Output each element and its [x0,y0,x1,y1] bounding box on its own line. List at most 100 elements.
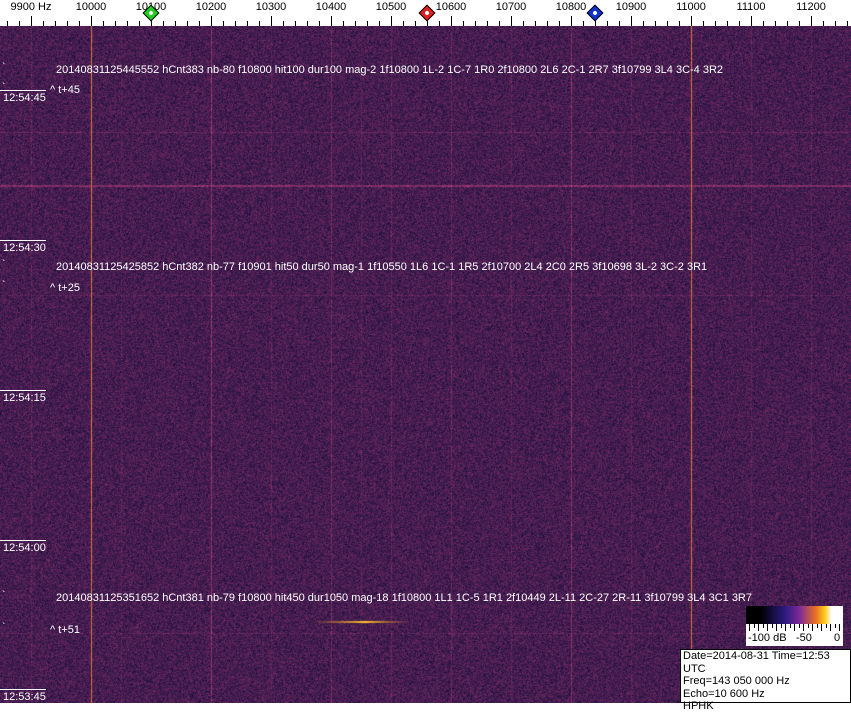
freq-tick [139,21,140,26]
colorbar-tick [821,624,822,631]
colorbar-tick [830,624,831,631]
blue-frequency-marker-icon[interactable] [586,4,604,22]
colorbar-tick [758,624,759,631]
freq-tick [103,21,104,26]
freq-tick [343,21,344,26]
freq-tick [283,21,284,26]
freq-tick [427,21,428,26]
freq-tick [91,16,92,26]
colorbar-tick [825,624,827,628]
colorbar-tick [753,624,755,628]
freq-tick [751,16,752,26]
freq-tick [127,21,128,26]
colorbar-tick [767,624,768,631]
freq-tick-label: 11000 [676,1,706,13]
freq-tick-label: 11100 [736,1,766,13]
freq-tick [319,21,320,26]
freq-tick [475,21,476,26]
freq-tick [595,21,596,26]
freq-tick [19,21,20,26]
colorbar-tick [807,624,809,628]
freq-tick [379,21,380,26]
freq-tick [367,21,368,26]
freq-tick [31,16,32,26]
waterfall-spectrogram[interactable] [0,26,851,703]
freq-tick-label: 10900 [615,1,647,13]
colorbar-tick [839,624,840,631]
freq-tick [115,21,116,26]
freq-tick [811,16,812,26]
colorbar-tick [749,624,750,631]
color-gradient [746,606,843,624]
freq-tick [415,21,416,26]
freq-tick-label: 10300 [255,1,287,13]
freq-tick-label: 10200 [195,1,227,13]
freq-tick [67,21,68,26]
freq-tick [631,16,632,26]
freq-tick [655,21,656,26]
freq-tick [511,16,512,26]
freq-tick [199,21,200,26]
freq-tick [571,16,572,26]
freq-tick [355,21,356,26]
frequency-scale: 9900 Hz 10000101001020010300104001050010… [0,0,851,26]
color-scale-ticks [746,624,843,632]
frequency: Freq=143 050 000 Hz [683,675,790,687]
colorbar-label: -100 dB [748,632,787,644]
freq-tick [151,16,152,26]
freq-tick [187,21,188,26]
freq-tick [499,21,500,26]
freq-tick [559,21,560,26]
time-label: 12:54:45 [0,90,46,104]
freq-tick [391,16,392,26]
freq-tick [835,21,836,26]
freq-tick [7,21,8,26]
freq-tick [223,21,224,26]
colorbar-tick [816,624,818,628]
freq-tick [679,21,680,26]
freq-tick [667,21,668,26]
colorbar-tick [780,624,782,628]
freq-tick-label: 10400 [315,1,347,13]
freq-tick-label: 10700 [495,1,527,13]
detection-offset: ^ t+25 [50,282,80,294]
colorbar-label: 0 [834,632,841,644]
detection-offset: ^ t+45 [50,84,80,96]
freq-tick [439,21,440,26]
color-scale-legend: -100 dB -50 0 [746,606,843,646]
freq-tick [775,21,776,26]
freq-tick [259,21,260,26]
freq-tick-label: 10800 [555,1,587,13]
time-label: 12:54:30 [0,240,46,254]
freq-tick [703,21,704,26]
freq-tick-label: 10000 [75,1,107,13]
freq-tick [535,21,536,26]
freq-tick [43,21,44,26]
freq-tick [547,21,548,26]
freq-tick [211,16,212,26]
freq-tick [235,21,236,26]
freq-tick [163,21,164,26]
freq-tick [79,21,80,26]
echo-frequency: Echo=10 600 Hz [683,687,765,700]
freq-tick [715,21,716,26]
freq-tick [763,21,764,26]
colorbar-tick [776,624,777,631]
freq-tick [607,21,608,26]
detection-text: 20140831125425852 hCnt382 nb-77 f10901 h… [56,261,708,273]
freq-tick [463,21,464,26]
freq-tick [523,21,524,26]
station-id: HPHK [683,700,714,712]
freq-tick [331,16,332,26]
freq-tick [271,16,272,26]
freq-tick [487,21,488,26]
red-frequency-marker-icon[interactable] [418,4,436,22]
freq-tick [583,21,584,26]
freq-tick [727,21,728,26]
date-time: Date=2014-08-31 Time=12:53 UTC [683,650,830,675]
freq-tick [739,21,740,26]
colorbar-label: -50 [796,632,812,644]
colorbar-tick [789,624,791,628]
freq-tick [847,21,848,26]
freq-tick-label: 10600 [435,1,467,13]
